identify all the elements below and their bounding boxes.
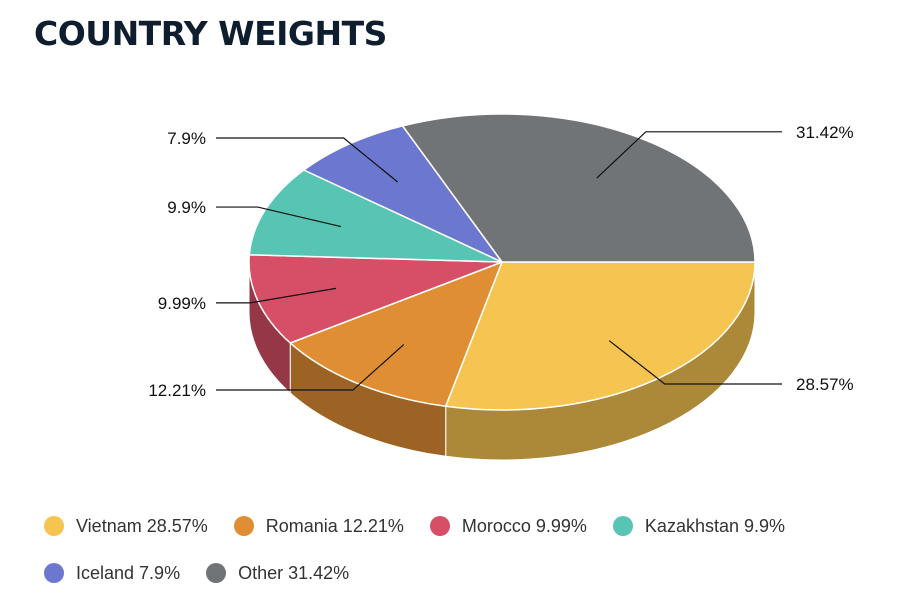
pie-slice-kazakhstan[interactable] bbox=[248, 169, 503, 263]
pie-slice-vietnam[interactable] bbox=[444, 261, 756, 411]
legend-item-kazakhstan[interactable]: Kazakhstan 9.9% bbox=[612, 512, 786, 540]
legend-label: Other 31.42% bbox=[238, 562, 350, 583]
legend-swatch bbox=[44, 563, 64, 583]
data-label-vietnam: 28.57% bbox=[796, 375, 854, 394]
leader-line-other bbox=[596, 131, 782, 179]
data-labels: 28.57% 12.21% 9.99% 9.9% 7.9% 31.42% bbox=[148, 123, 853, 400]
legend: Vietnam 28.57% Romania 12.21% Morocco 9.99… bbox=[44, 512, 874, 587]
legend-item-iceland[interactable]: Iceland 7.9% bbox=[44, 559, 180, 587]
legend-label: Morocco 9.99% bbox=[461, 515, 587, 536]
legend-label: Kazakhstan 9.9% bbox=[644, 515, 786, 536]
data-label-other: 31.42% bbox=[796, 123, 854, 142]
legend-swatch bbox=[44, 516, 64, 536]
pie-top-slices bbox=[248, 113, 756, 411]
pie-slice-iceland[interactable] bbox=[303, 125, 503, 263]
legend-label: Vietnam 28.57% bbox=[76, 515, 208, 536]
chart-title: COUNTRY WEIGHTS bbox=[34, 14, 387, 53]
pie-chart: 28.57% 12.21% 9.99% 9.9% 7.9% 31.42% bbox=[148, 113, 854, 461]
pie-sides bbox=[248, 261, 756, 461]
data-label-romania: 12.21% bbox=[148, 381, 206, 400]
legend-swatch bbox=[612, 516, 633, 536]
leader-line-romania bbox=[216, 344, 405, 391]
label-leaders bbox=[216, 131, 782, 391]
leader-line-vietnam bbox=[608, 340, 782, 385]
legend-swatch bbox=[429, 516, 450, 536]
legend-item-vietnam[interactable]: Vietnam 28.57% bbox=[44, 512, 208, 540]
pie-slice-other[interactable] bbox=[401, 113, 756, 263]
legend-item-other[interactable]: Other 31.42% bbox=[206, 559, 349, 587]
legend-swatch bbox=[233, 516, 254, 536]
legend-swatch bbox=[206, 563, 227, 583]
pie-slice-romania[interactable] bbox=[289, 261, 503, 408]
leader-line-morocco bbox=[216, 287, 337, 304]
legend-label: Iceland 7.9% bbox=[76, 562, 181, 583]
legend-item-romania[interactable]: Romania 12.21% bbox=[233, 512, 404, 540]
legend-label: Romania 12.21% bbox=[265, 515, 404, 536]
pie-slice-morocco[interactable] bbox=[248, 254, 503, 344]
leader-line-iceland bbox=[216, 137, 399, 183]
legend-item-morocco[interactable]: Morocco 9.99% bbox=[429, 512, 587, 540]
data-label-kazakhstan: 9.9% bbox=[167, 198, 206, 217]
data-label-morocco: 9.99% bbox=[158, 294, 206, 313]
leader-line-kazakhstan bbox=[216, 206, 342, 228]
data-label-iceland: 7.9% bbox=[167, 129, 206, 148]
